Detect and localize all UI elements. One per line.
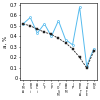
Y-axis label: a, %: a, %	[3, 36, 8, 48]
